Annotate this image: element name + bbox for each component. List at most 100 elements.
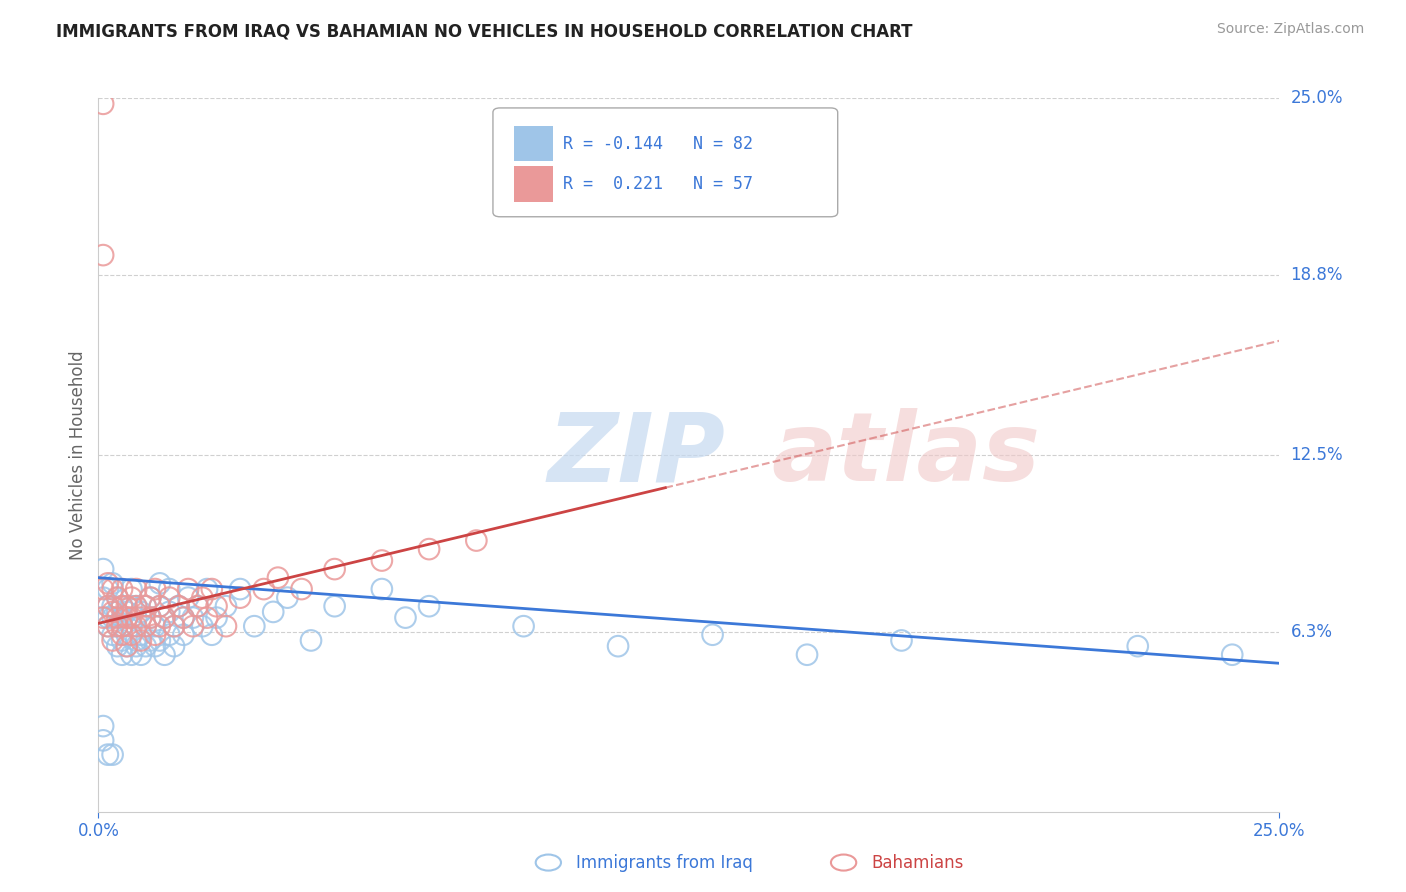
Point <box>91 562 114 576</box>
Point <box>157 628 180 642</box>
Point <box>191 619 214 633</box>
Text: R = -0.144   N = 82: R = -0.144 N = 82 <box>564 135 754 153</box>
Point <box>229 582 252 596</box>
Point <box>243 619 266 633</box>
Point <box>157 582 180 596</box>
Point <box>607 639 630 653</box>
Point <box>121 648 143 662</box>
Point <box>143 639 166 653</box>
Point <box>215 599 238 614</box>
Point <box>139 591 162 605</box>
Point <box>97 582 120 596</box>
Point <box>187 599 209 614</box>
Point <box>153 648 176 662</box>
Point <box>394 610 416 624</box>
Point <box>135 599 157 614</box>
Point <box>91 582 114 596</box>
Point <box>149 633 172 648</box>
Point <box>91 719 114 733</box>
Point <box>125 599 148 614</box>
Text: R =  0.221   N = 57: R = 0.221 N = 57 <box>564 175 754 193</box>
Point <box>323 562 346 576</box>
Point <box>157 591 180 605</box>
Text: IMMIGRANTS FROM IRAQ VS BAHAMIAN NO VEHICLES IN HOUSEHOLD CORRELATION CHART: IMMIGRANTS FROM IRAQ VS BAHAMIAN NO VEHI… <box>56 22 912 40</box>
Point <box>111 619 134 633</box>
Point <box>115 599 138 614</box>
Point <box>91 733 114 747</box>
Point <box>195 582 218 596</box>
Text: 18.8%: 18.8% <box>1291 266 1343 284</box>
Point <box>149 599 172 614</box>
Text: ZIP: ZIP <box>547 409 725 501</box>
Point <box>97 576 120 591</box>
Point <box>125 599 148 614</box>
Point <box>702 628 724 642</box>
Point <box>157 605 180 619</box>
Point <box>163 619 186 633</box>
Point <box>163 619 186 633</box>
Point <box>105 619 128 633</box>
Point <box>105 591 128 605</box>
Point <box>215 619 238 633</box>
Point <box>101 605 124 619</box>
Point <box>135 599 157 614</box>
Point <box>101 628 124 642</box>
Point <box>135 619 157 633</box>
Text: Bahamians: Bahamians <box>872 854 965 871</box>
Text: 25.0%: 25.0% <box>1291 89 1343 107</box>
Point <box>1126 639 1149 653</box>
Point <box>143 582 166 596</box>
Point <box>149 619 172 633</box>
Point <box>262 605 284 619</box>
Point <box>105 591 128 605</box>
Point <box>129 648 152 662</box>
Point <box>299 633 322 648</box>
Point <box>101 610 124 624</box>
Point <box>105 605 128 619</box>
Point <box>167 599 190 614</box>
Point <box>172 610 194 624</box>
Point <box>267 571 290 585</box>
Point <box>97 619 120 633</box>
Point <box>129 610 152 624</box>
Point <box>465 533 488 548</box>
Point <box>143 619 166 633</box>
Y-axis label: No Vehicles in Household: No Vehicles in Household <box>69 350 87 560</box>
Point <box>129 633 152 648</box>
Point <box>201 628 224 642</box>
Point <box>139 610 162 624</box>
Point <box>195 610 218 624</box>
Point <box>121 582 143 596</box>
Point <box>105 619 128 633</box>
Point <box>172 610 194 624</box>
Point <box>796 648 818 662</box>
Point <box>111 628 134 642</box>
Point <box>101 747 124 762</box>
Point <box>139 591 162 605</box>
Point <box>125 582 148 596</box>
Point <box>111 599 134 614</box>
Point <box>91 591 114 605</box>
Point <box>121 610 143 624</box>
Point <box>111 648 134 662</box>
Point <box>105 639 128 653</box>
Point <box>111 582 134 596</box>
Point <box>97 599 120 614</box>
Text: Source: ZipAtlas.com: Source: ZipAtlas.com <box>1216 22 1364 37</box>
Text: Immigrants from Iraq: Immigrants from Iraq <box>576 854 754 871</box>
Point <box>115 610 138 624</box>
Point <box>105 610 128 624</box>
Point <box>121 591 143 605</box>
Point <box>143 628 166 642</box>
Point <box>125 610 148 624</box>
Point <box>97 619 120 633</box>
Point <box>167 599 190 614</box>
Point <box>172 628 194 642</box>
Point <box>290 582 312 596</box>
Point <box>187 599 209 614</box>
Point <box>181 610 204 624</box>
Point <box>115 628 138 642</box>
Point <box>139 610 162 624</box>
Point <box>890 633 912 648</box>
Point <box>276 591 298 605</box>
